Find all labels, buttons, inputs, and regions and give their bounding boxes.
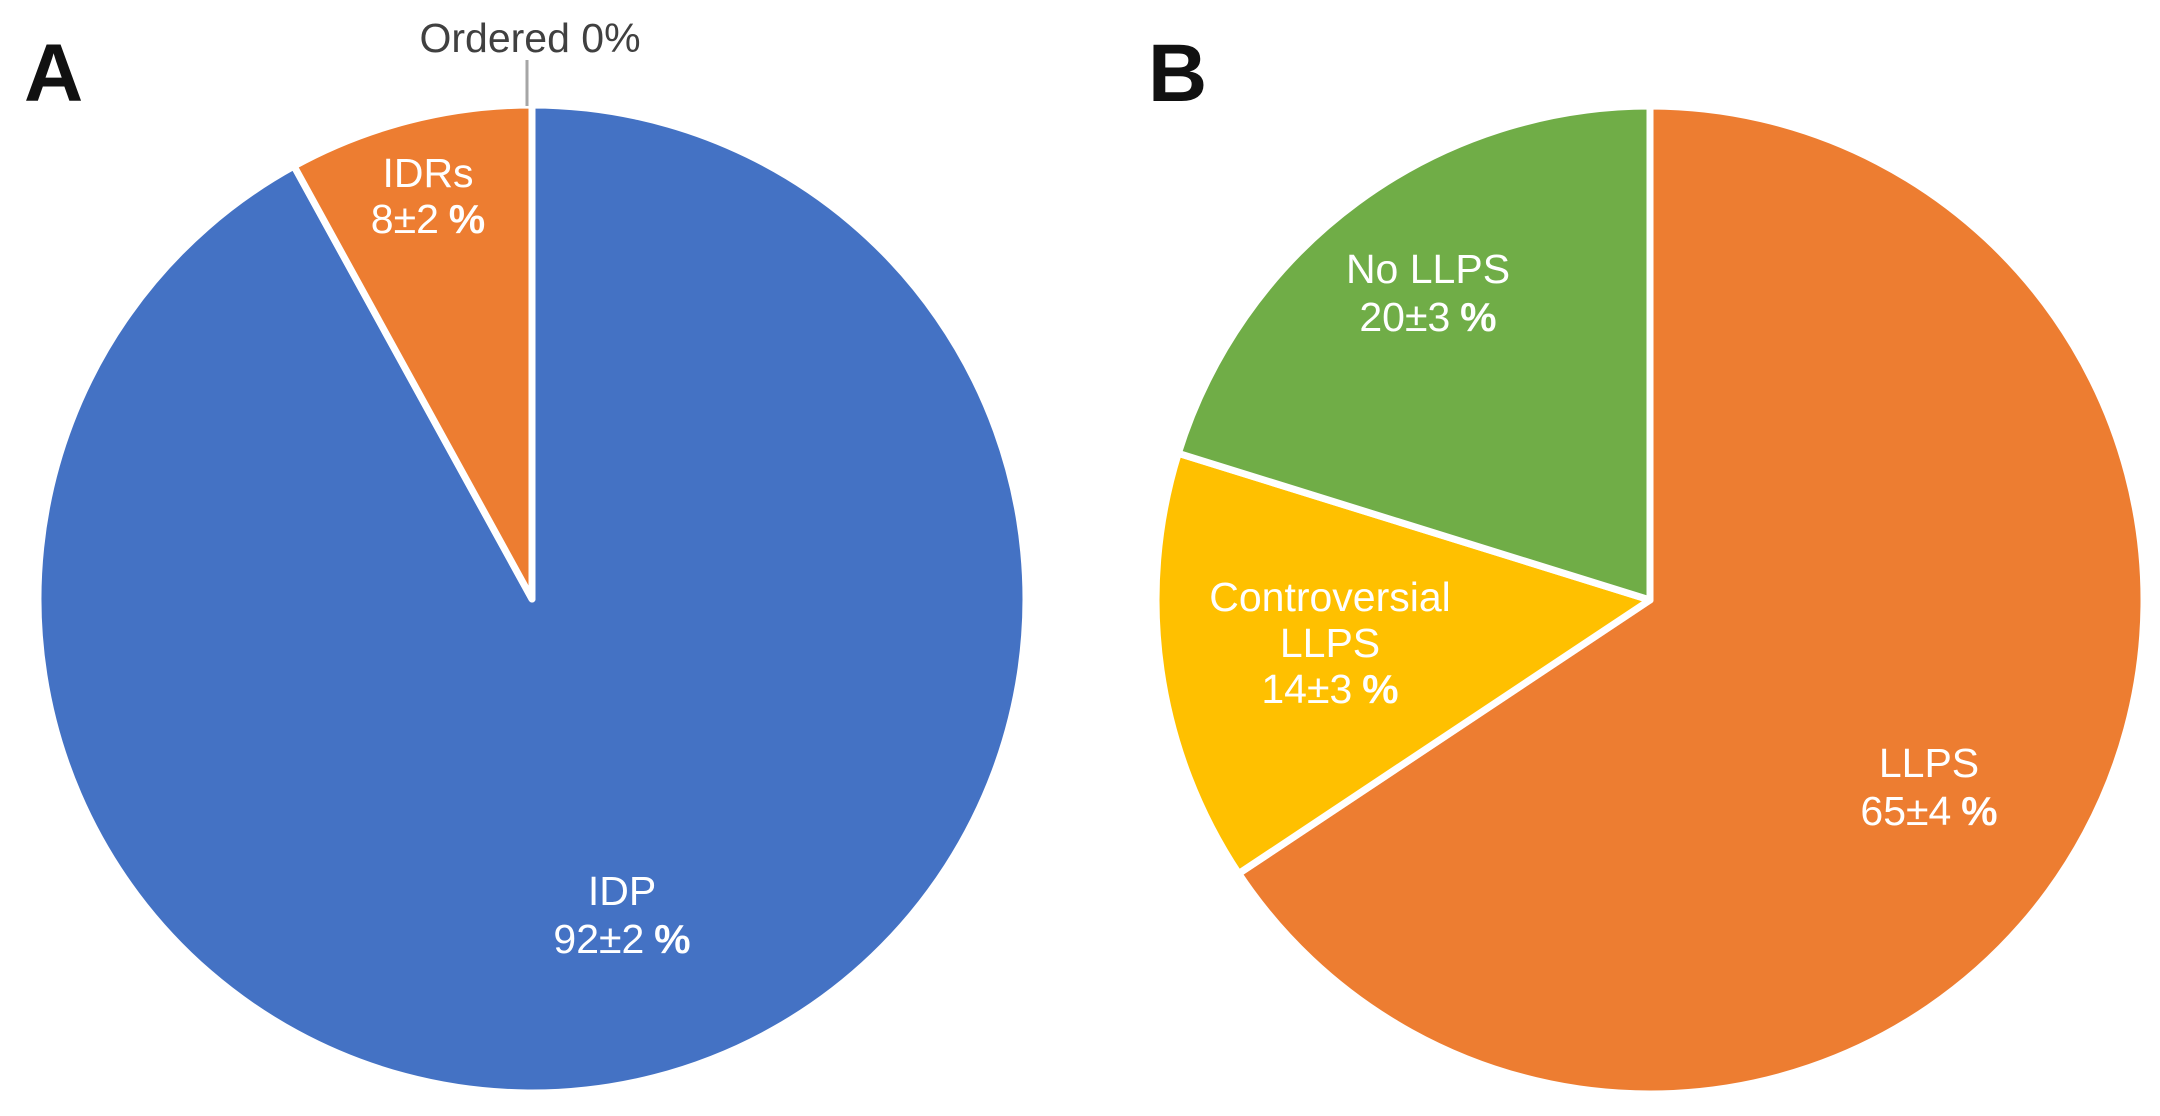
panel-label-a: A	[24, 28, 84, 119]
slice-value: 65±4%	[1860, 788, 1998, 834]
slice-value: 14±3%	[1261, 666, 1399, 712]
slice-label-idp: IDP 92±2%	[553, 867, 690, 963]
slice-value: 8±2%	[370, 196, 486, 242]
slice-name: LLPS	[1279, 620, 1381, 666]
pie-slice-idrs	[290, 101, 536, 603]
slice-name: IDRs	[382, 150, 474, 196]
pie-chart-b	[1152, 102, 2148, 1098]
slice-label-llps: LLPS 65±4%	[1860, 739, 1997, 835]
pie-slice-llps	[1235, 102, 2148, 1098]
slice-label-no-llps: No LLPS 20±3%	[1346, 245, 1510, 341]
callout-ordered-label: Ordered 0%	[419, 15, 641, 61]
slice-name: No LLPS	[1345, 246, 1511, 292]
pie-chart-a	[34, 101, 1030, 1097]
slice-value: 20±3%	[1359, 294, 1497, 340]
slice-value: 92±2%	[553, 916, 691, 962]
slice-name: Controversial	[1209, 574, 1451, 620]
slice-name: IDP	[587, 868, 657, 914]
slice-label-idrs: IDRs 8±2%	[371, 150, 485, 242]
pie-slice-idp	[34, 101, 1030, 1097]
slice-label-controversial-llps: Controversial LLPS 14±3%	[1209, 574, 1451, 712]
pie-slice-controversial-llps	[1152, 449, 1654, 878]
pie-slice-no-llps	[1174, 102, 1654, 604]
slice-name: LLPS	[1878, 740, 1980, 786]
panel-label-b: B	[1148, 28, 1208, 119]
